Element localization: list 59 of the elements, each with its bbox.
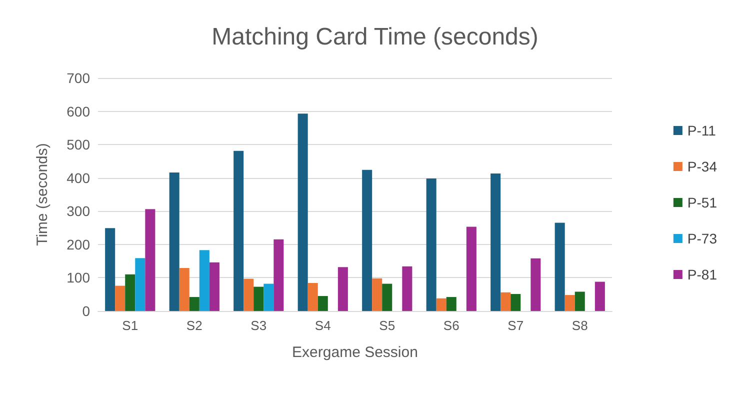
bar: [105, 228, 116, 311]
bar: [510, 294, 521, 311]
bar: [426, 178, 436, 311]
x-axis-title: Exergame Session: [292, 344, 418, 361]
bar: [466, 226, 476, 311]
chart-title: Matching Card Time (seconds): [212, 24, 538, 50]
legend-label: P-73: [687, 230, 718, 246]
bar: [298, 114, 308, 311]
bar: [125, 274, 136, 311]
bar: [199, 250, 210, 311]
y-tick-label: 200: [66, 236, 90, 252]
legend-label: P-51: [687, 194, 718, 210]
bar: [530, 258, 541, 311]
bar: [264, 284, 274, 311]
bar: [574, 292, 585, 311]
bar: [564, 295, 575, 311]
y-tick-label: 100: [66, 270, 90, 286]
bar: [115, 286, 126, 311]
legend-label: P-34: [687, 158, 718, 174]
bar: [179, 268, 190, 311]
y-tick-label: 400: [66, 170, 90, 186]
bar: [446, 297, 456, 311]
bar: [594, 282, 605, 311]
legend-label: P-81: [687, 266, 718, 282]
x-tick-label: S2: [186, 318, 202, 333]
bar: [209, 262, 220, 311]
bar: [402, 266, 412, 311]
y-tick-label: 600: [66, 103, 90, 120]
y-tick-label: 0: [82, 303, 90, 319]
bar: [490, 174, 501, 311]
bar: [382, 284, 392, 311]
bar: [308, 283, 318, 311]
bar: [254, 286, 264, 311]
bar: [338, 267, 348, 311]
bar: [318, 296, 328, 311]
bar: [554, 222, 565, 311]
y-tick-label: 700: [66, 70, 90, 86]
bar: [189, 297, 200, 311]
bar: [135, 258, 146, 311]
bar: [500, 292, 511, 311]
x-tick-label: S3: [250, 318, 267, 333]
x-tick-label: S6: [443, 318, 460, 333]
bar: [436, 298, 446, 311]
bar: [169, 172, 180, 311]
legend-label: P-11: [687, 122, 716, 138]
y-tick-label: 300: [66, 203, 90, 220]
bar: [362, 170, 372, 311]
x-tick-label: S4: [314, 318, 331, 333]
bar: [244, 278, 254, 311]
x-tick-label: S8: [572, 318, 588, 333]
bar: [372, 278, 382, 311]
bar: [145, 209, 156, 311]
y-axis-title: Time (seconds): [34, 143, 51, 246]
bar: [234, 150, 244, 311]
y-tick-label: 500: [66, 136, 90, 153]
x-tick-label: S1: [122, 318, 138, 333]
x-tick-label: S5: [379, 318, 396, 333]
x-tick-label: S7: [508, 318, 524, 333]
bar: [274, 239, 284, 311]
